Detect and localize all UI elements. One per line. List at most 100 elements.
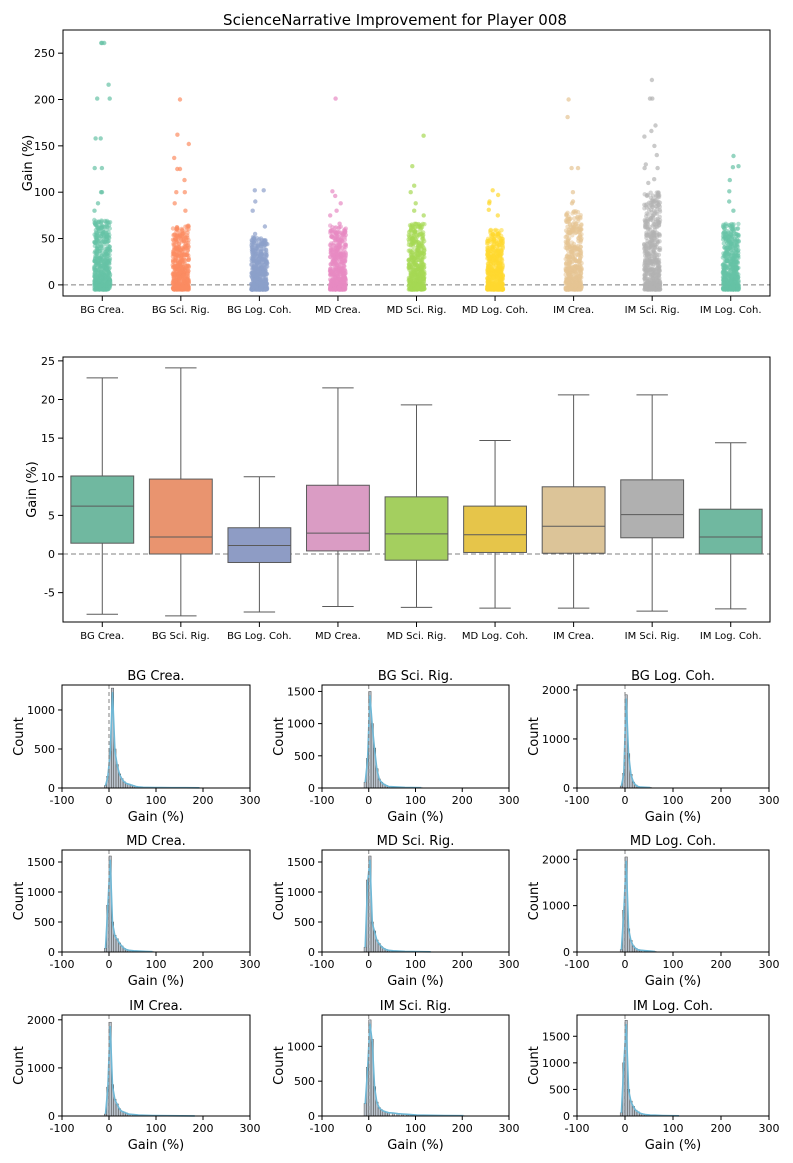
strip-point: [721, 231, 726, 236]
strip-point: [328, 213, 333, 218]
hist-xtick-label: -100: [310, 794, 335, 807]
strip-point: [734, 266, 739, 271]
strip-point: [337, 237, 343, 243]
strip-point: [186, 141, 191, 147]
hist-xlabel: Gain (%): [128, 974, 185, 989]
strip-point: [180, 245, 185, 250]
hist-xtick-label: 200: [711, 794, 732, 807]
hist-xtick-label: -100: [50, 958, 75, 971]
strip-point: [420, 221, 425, 227]
hist-xtick-label: 200: [452, 958, 473, 971]
strip-point: [98, 190, 104, 195]
strip-point: [175, 132, 180, 137]
strip-point: [727, 177, 732, 183]
strip-point: [721, 241, 726, 246]
box-xtick-label: MD Crea.: [315, 631, 361, 642]
strip-point: [186, 253, 191, 258]
strip-point: [99, 40, 105, 46]
strip-point: [184, 227, 189, 233]
hist-xtick-label: -100: [310, 958, 335, 971]
strip-point: [420, 236, 425, 241]
strip-point: [181, 273, 186, 278]
hist-panel-title: MD Log. Coh.: [630, 834, 716, 849]
strip-point: [656, 232, 661, 237]
strip-point: [572, 254, 578, 259]
strip-point: [174, 225, 180, 230]
strip-point: [332, 225, 338, 230]
box-ytick-label: -5: [44, 587, 55, 600]
strip-point: [337, 225, 342, 230]
hist-panel-title: MD Crea.: [126, 834, 186, 849]
box-axes-frame: [62, 356, 771, 623]
strip-point: [485, 251, 490, 256]
strip-point: [174, 190, 179, 195]
hist-axes-frame: [576, 849, 770, 953]
strip-point: [573, 277, 579, 282]
strip-point: [341, 285, 346, 290]
strip-point: [722, 287, 728, 292]
hist-xtick-label: 0: [106, 1122, 113, 1135]
strip-point: [567, 254, 572, 260]
strip-point: [263, 242, 268, 248]
hist-kde-line: [104, 859, 153, 953]
strip-ytick-label: 0: [48, 279, 55, 292]
strip-point: [642, 134, 647, 139]
strip-point: [652, 177, 657, 182]
strip-point: [92, 220, 97, 225]
strip-point: [648, 287, 653, 292]
strip-point: [177, 275, 182, 280]
strip-point: [410, 250, 415, 255]
strip-point: [177, 97, 183, 102]
strip-point: [93, 234, 98, 240]
strip-point: [655, 263, 661, 268]
strip-point: [410, 258, 415, 263]
box-ytick-label: 25: [41, 355, 55, 368]
strip-point: [736, 250, 741, 256]
strip-point: [487, 201, 492, 206]
strip-point: [107, 226, 113, 231]
strip-point: [263, 282, 268, 287]
strip-point: [724, 255, 729, 260]
strip-point: [105, 282, 110, 288]
strip-point: [655, 191, 661, 196]
strip-point: [644, 202, 649, 207]
strip-point: [102, 258, 108, 264]
hist-kde-line: [620, 860, 656, 953]
strip-point: [576, 243, 581, 248]
strip-point: [652, 222, 657, 227]
strip-point: [181, 231, 186, 236]
hist-panel-title: BG Log. Coh.: [631, 669, 715, 684]
strip-point: [421, 275, 426, 280]
strip-point: [250, 208, 255, 213]
strip-point: [578, 286, 583, 291]
strip-point: [573, 271, 579, 277]
strip-point: [251, 264, 256, 269]
strip-point: [97, 235, 102, 241]
hist-xtick-label: 100: [146, 1122, 167, 1135]
strip-point: [727, 223, 733, 228]
strip-point: [642, 276, 647, 281]
strip-point: [259, 241, 264, 246]
strip-point: [651, 251, 656, 256]
strip-point: [487, 244, 492, 250]
strip-point: [488, 228, 493, 233]
strip-point: [650, 276, 655, 281]
strip-point: [564, 242, 569, 248]
box-ytick-label: 10: [41, 471, 55, 484]
strip-point: [328, 272, 333, 277]
strip-point: [410, 164, 415, 169]
strip-point: [731, 153, 736, 159]
hist-xtick-label: 100: [146, 958, 167, 971]
strip-point: [572, 283, 578, 288]
box-xtick-label: MD Sci. Rig.: [387, 631, 447, 642]
box-xtick-label: IM Log. Coh.: [700, 631, 762, 642]
strip-point: [576, 216, 581, 222]
strip-point: [175, 234, 180, 239]
strip-point: [421, 213, 426, 218]
strip-point: [104, 267, 109, 272]
strip-point: [574, 259, 579, 264]
strip-point: [185, 243, 191, 248]
strip-point: [731, 283, 736, 289]
